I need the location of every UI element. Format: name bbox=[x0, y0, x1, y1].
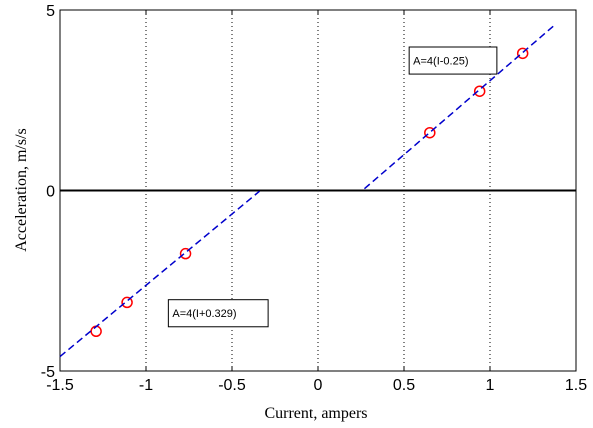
data-point bbox=[179, 247, 192, 260]
annotation-text: A=4(I+0.329) bbox=[172, 308, 236, 320]
x-tick-label: 0 bbox=[314, 377, 323, 394]
x-tick-label: 0.5 bbox=[393, 377, 415, 394]
x-tick-label: 1 bbox=[486, 377, 495, 394]
y-axis-label: Acceleration, m/s/s bbox=[13, 128, 30, 252]
plot-area: -1.5 -1 -0.5 0 0.5 1 1.5 -5 0 5 A=4(I-0.25) A=4(I+0… bbox=[41, 3, 587, 394]
x-tick-label: -0.5 bbox=[218, 377, 246, 394]
annotation-box bbox=[167, 299, 269, 328]
fit-line bbox=[59, 190, 260, 358]
fit-line bbox=[363, 23, 556, 190]
data-point bbox=[516, 47, 529, 60]
y-tick-label: 5 bbox=[46, 3, 55, 20]
annotation-box bbox=[408, 46, 498, 75]
x-axis-label: Current, ampers bbox=[264, 405, 367, 422]
annotation-text: A=4(I-0.25) bbox=[413, 56, 468, 68]
data-point bbox=[424, 126, 436, 139]
x-tick-label: 1.5 bbox=[565, 377, 587, 394]
data-point bbox=[473, 85, 486, 97]
x-tick-label: -1 bbox=[139, 377, 153, 394]
x-tick-label: -1.5 bbox=[46, 377, 74, 394]
y-tick-label: 0 bbox=[46, 184, 55, 201]
data-point bbox=[121, 296, 133, 309]
y-tick-label: -5 bbox=[41, 364, 55, 381]
